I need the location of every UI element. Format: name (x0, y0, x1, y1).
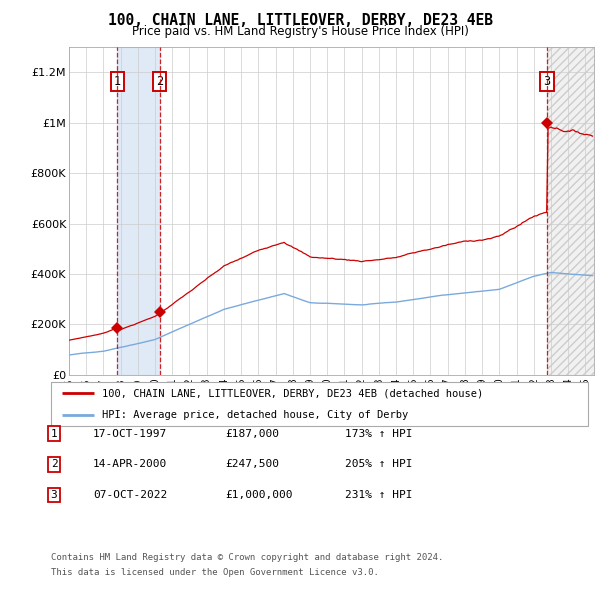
FancyBboxPatch shape (51, 382, 588, 426)
Text: 1: 1 (50, 429, 58, 438)
Text: 2: 2 (50, 460, 58, 469)
Text: 231% ↑ HPI: 231% ↑ HPI (345, 490, 413, 500)
Text: 100, CHAIN LANE, LITTLEOVER, DERBY, DE23 4EB: 100, CHAIN LANE, LITTLEOVER, DERBY, DE23… (107, 13, 493, 28)
Text: 205% ↑ HPI: 205% ↑ HPI (345, 460, 413, 469)
Text: 173% ↑ HPI: 173% ↑ HPI (345, 429, 413, 438)
Text: This data is licensed under the Open Government Licence v3.0.: This data is licensed under the Open Gov… (51, 568, 379, 577)
Text: £187,000: £187,000 (225, 429, 279, 438)
Text: 100, CHAIN LANE, LITTLEOVER, DERBY, DE23 4EB (detached house): 100, CHAIN LANE, LITTLEOVER, DERBY, DE23… (102, 388, 483, 398)
Bar (547, 47, 594, 375)
Text: 1: 1 (113, 75, 121, 88)
Text: Contains HM Land Registry data © Crown copyright and database right 2024.: Contains HM Land Registry data © Crown c… (51, 553, 443, 562)
Text: 2: 2 (157, 75, 163, 88)
Text: 07-OCT-2022: 07-OCT-2022 (93, 490, 167, 500)
Text: 17-OCT-1997: 17-OCT-1997 (93, 429, 167, 438)
Text: 3: 3 (544, 75, 551, 88)
Bar (117, 47, 160, 375)
Text: £1,000,000: £1,000,000 (225, 490, 293, 500)
Text: HPI: Average price, detached house, City of Derby: HPI: Average price, detached house, City… (102, 411, 408, 420)
Text: Price paid vs. HM Land Registry's House Price Index (HPI): Price paid vs. HM Land Registry's House … (131, 25, 469, 38)
Bar (547, 47, 594, 375)
Text: 14-APR-2000: 14-APR-2000 (93, 460, 167, 469)
Text: £247,500: £247,500 (225, 460, 279, 469)
Text: 3: 3 (50, 490, 58, 500)
